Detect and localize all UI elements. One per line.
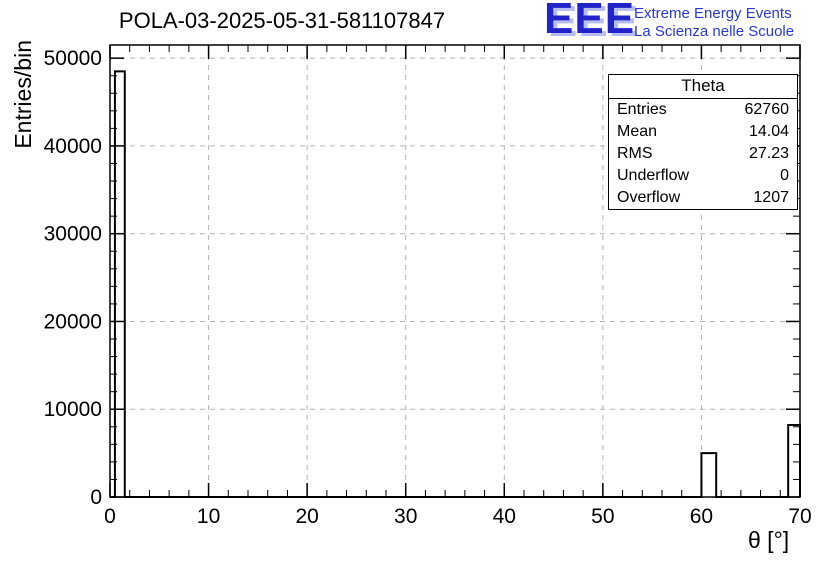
stats-box: Theta Entries 62760 Mean 14.04 RMS 27.23… xyxy=(608,74,798,210)
x-tick-label: 0 xyxy=(104,505,116,528)
stats-row-entries: Entries 62760 xyxy=(609,99,797,121)
stats-value: 14.04 xyxy=(748,123,789,140)
histogram-outline xyxy=(110,70,801,498)
y-axis-title: Entries/bin xyxy=(10,40,36,149)
stats-value: 0 xyxy=(780,167,789,184)
y-tick-label: 10000 xyxy=(44,398,102,421)
stats-label: RMS xyxy=(617,145,653,162)
stats-value: 27.23 xyxy=(748,145,789,162)
y-tick-label: 30000 xyxy=(44,223,102,246)
stats-label: Entries xyxy=(617,101,667,118)
y-tick-label: 0 xyxy=(90,486,102,509)
y-tick-label: 20000 xyxy=(44,310,102,333)
x-tick-label: 70 xyxy=(788,505,811,528)
x-tick-label: 20 xyxy=(295,505,318,528)
stats-row-overflow: Overflow 1207 xyxy=(609,187,797,209)
x-tick-label: 60 xyxy=(690,505,713,528)
plot-frame xyxy=(109,44,801,498)
x-tick-label: 30 xyxy=(394,505,417,528)
stats-title: Theta xyxy=(609,75,797,99)
y-tick-label: 50000 xyxy=(44,47,102,70)
page-title: POLA-03-2025-05-31-581107847 xyxy=(118,8,446,33)
x-tick-label: 40 xyxy=(493,505,516,528)
stats-row-mean: Mean 14.04 xyxy=(609,121,797,143)
eee-logo: EEE xyxy=(544,0,636,43)
eee-logo-line2: La Scienza nelle Scuole xyxy=(634,23,795,40)
stats-label: Overflow xyxy=(617,189,681,206)
stats-label: Underflow xyxy=(617,167,690,184)
eee-logo-line1: Extreme Energy Events xyxy=(634,5,792,22)
y-tick-label: 40000 xyxy=(44,135,102,158)
stats-value: 62760 xyxy=(744,101,790,118)
stats-value: 1207 xyxy=(753,189,789,206)
x-tick-label: 10 xyxy=(197,505,220,528)
stats-row-rms: RMS 27.23 xyxy=(609,143,797,165)
stats-label: Mean xyxy=(617,123,658,140)
stats-row-underflow: Underflow 0 xyxy=(609,165,797,187)
x-axis-title: θ [°] xyxy=(748,527,790,553)
x-tick-label: 50 xyxy=(591,505,614,528)
